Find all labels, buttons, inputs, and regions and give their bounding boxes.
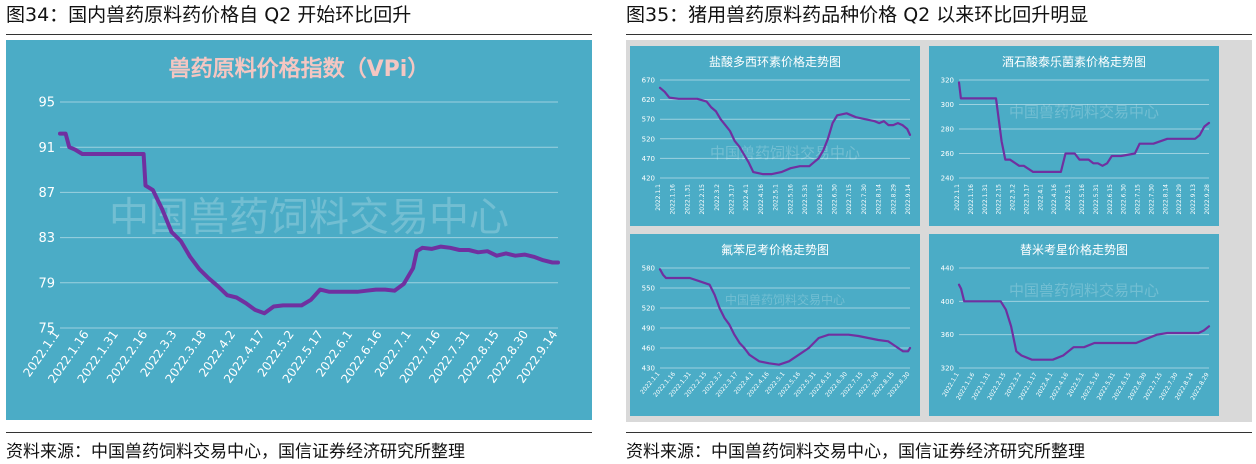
figure-title: 图34：国内兽药原料药价格自 Q2 开始环比回升: [6, 4, 412, 26]
y-tick-label: 300: [941, 101, 954, 109]
source-rule: [626, 432, 1252, 433]
chart-background: [929, 234, 1219, 416]
y-tick-label: 620: [642, 96, 655, 104]
x-tick-label: 2022.9.14: [905, 184, 912, 215]
chart-background: [6, 40, 592, 420]
title-rule: [626, 34, 1252, 35]
x-tick-label: 2022.3.17: [729, 184, 736, 215]
y-tick-label: 240: [941, 174, 954, 182]
florfenicol-price-chart: 氟苯尼考价格走势图中国兽药饲料交易中心580550520490460430202…: [630, 234, 920, 416]
y-tick-label: 87: [38, 186, 55, 201]
watermark: 中国兽药饲料交易中心: [109, 194, 509, 240]
x-tick-label: 2022.8.14: [1162, 184, 1169, 215]
chart-title: 氟苯尼考价格走势图: [721, 242, 829, 257]
figure-title: 图35：猪用兽药原料药品种价格 Q2 以来环比回升明显: [626, 4, 1089, 26]
x-tick-label: 2022.9.13: [1190, 184, 1197, 215]
x-tick-label: 2022.8.29: [1176, 184, 1183, 215]
watermark: 中国兽药饲料交易中心: [725, 292, 845, 307]
x-tick-label: 2022.7.15: [1135, 184, 1142, 215]
y-tick-label: 91: [38, 141, 55, 156]
x-tick-label: 2022.1.31: [684, 184, 691, 215]
y-tick-label: 280: [941, 125, 954, 133]
x-tick-label: 2022.8.14: [876, 184, 883, 215]
y-tick-label: 95: [38, 96, 55, 111]
x-tick-label: 2022.3.17: [1023, 184, 1030, 215]
x-tick-label: 2022.7.30: [1148, 184, 1155, 215]
x-tick-label: 2022.8.29: [890, 184, 897, 215]
series-line: [58, 131, 560, 316]
tilmicosin-price-chart: 替米考星价格走势图中国兽药饲料交易中心4404003603202022.1.12…: [929, 234, 1219, 416]
source-note: 资料来源：中国兽药饲料交易中心，国信证券经济研究所整理: [6, 442, 465, 462]
x-tick-label: 2022.5.16: [787, 184, 794, 215]
x-tick-label: 2022.4.1: [743, 184, 750, 211]
series-line: [658, 86, 912, 176]
chart-background: [630, 46, 920, 226]
x-tick-label: 2022.1.16: [670, 184, 677, 215]
x-tick-label: 2022.1.1: [655, 184, 662, 211]
y-tick-label: 490: [642, 324, 655, 332]
y-tick-label: 430: [642, 364, 655, 372]
y-tick-label: 460: [642, 344, 655, 352]
vpi-index-chart: 兽药原料价格指数（VPi）中国兽药饲料交易中心9591878379752022.…: [6, 40, 592, 420]
x-tick-label: 2022.5.31: [802, 184, 809, 215]
chart-title: 兽药原料价格指数（VPi）: [169, 56, 430, 82]
y-tick-label: 83: [38, 231, 55, 246]
x-tick-label: 2022.7.15: [846, 184, 853, 215]
x-tick-label: 2022.3.2: [1010, 184, 1017, 211]
y-tick-label: 580: [642, 264, 655, 272]
x-tick-label: 2022.4.16: [758, 184, 765, 215]
series-line: [658, 268, 912, 366]
y-tick-label: 320: [941, 76, 954, 84]
y-tick-label: 520: [642, 135, 655, 143]
y-tick-label: 670: [642, 76, 655, 84]
x-tick-label: 2022.6.15: [817, 184, 824, 215]
chart-title: 替米考星价格走势图: [1020, 242, 1128, 257]
series-line: [957, 81, 1211, 173]
chart-title: 盐酸多西环素价格走势图: [709, 54, 841, 69]
x-tick-label: 2022.6.30: [1121, 184, 1128, 215]
x-tick-label: 2022.1.1: [954, 184, 961, 211]
x-tick-label: 2022.5.1: [773, 184, 780, 211]
x-tick-label: 2022.9.28: [1204, 184, 1211, 215]
doxycycline-price-chart: 盐酸多西环素价格走势图中国兽药饲料交易中心6706205705204704202…: [630, 46, 920, 226]
title-rule: [6, 34, 592, 35]
x-tick-label: 2022.4.16: [1051, 184, 1058, 215]
y-tick-label: 360: [941, 331, 954, 339]
y-tick-label: 470: [642, 155, 655, 163]
y-tick-label: 550: [642, 284, 655, 292]
x-tick-label: 2022.2.15: [996, 184, 1003, 215]
y-tick-label: 260: [941, 150, 954, 158]
watermark: 中国兽药饲料交易中心: [710, 144, 860, 162]
x-tick-label: 2022.5.16: [1079, 184, 1086, 215]
chart-background: [929, 46, 1219, 226]
x-tick-label: 2022.3.2: [714, 184, 721, 211]
y-tick-label: 570: [642, 116, 655, 124]
chart-title: 酒石酸泰乐菌素价格走势图: [1002, 54, 1146, 69]
y-tick-label: 520: [642, 304, 655, 312]
y-tick-label: 75: [38, 322, 55, 337]
chart-background: [630, 234, 920, 416]
source-note: 资料来源：中国兽药饲料交易中心，国信证券经济研究所整理: [626, 442, 1085, 462]
x-tick-label: 2022.6.15: [1107, 184, 1114, 215]
y-tick-label: 400: [941, 298, 954, 306]
y-tick-label: 320: [941, 364, 954, 372]
x-tick-label: 2022.1.16: [968, 184, 975, 215]
x-tick-label: 2022.5.31: [1093, 184, 1100, 215]
x-tick-label: 2022.1.31: [982, 184, 989, 215]
watermark: 中国兽药饲料交易中心: [1009, 103, 1159, 121]
x-tick-label: 2022.7.30: [861, 184, 868, 215]
x-tick-label: 2022.4.1: [1037, 184, 1044, 211]
x-tick-label: 2022.5.1: [1065, 184, 1072, 211]
source-rule: [6, 432, 592, 433]
x-tick-label: 2022.6.30: [831, 184, 838, 215]
y-tick-label: 420: [642, 174, 655, 182]
tylosin-tartrate-price-chart: 酒石酸泰乐菌素价格走势图中国兽药饲料交易中心320300280260240202…: [929, 46, 1219, 226]
series-line: [957, 283, 1211, 361]
x-tick-label: 2022.2.15: [699, 184, 706, 215]
y-tick-label: 79: [38, 276, 55, 291]
watermark: 中国兽药饲料交易中心: [1009, 282, 1159, 300]
y-tick-label: 440: [941, 264, 954, 272]
